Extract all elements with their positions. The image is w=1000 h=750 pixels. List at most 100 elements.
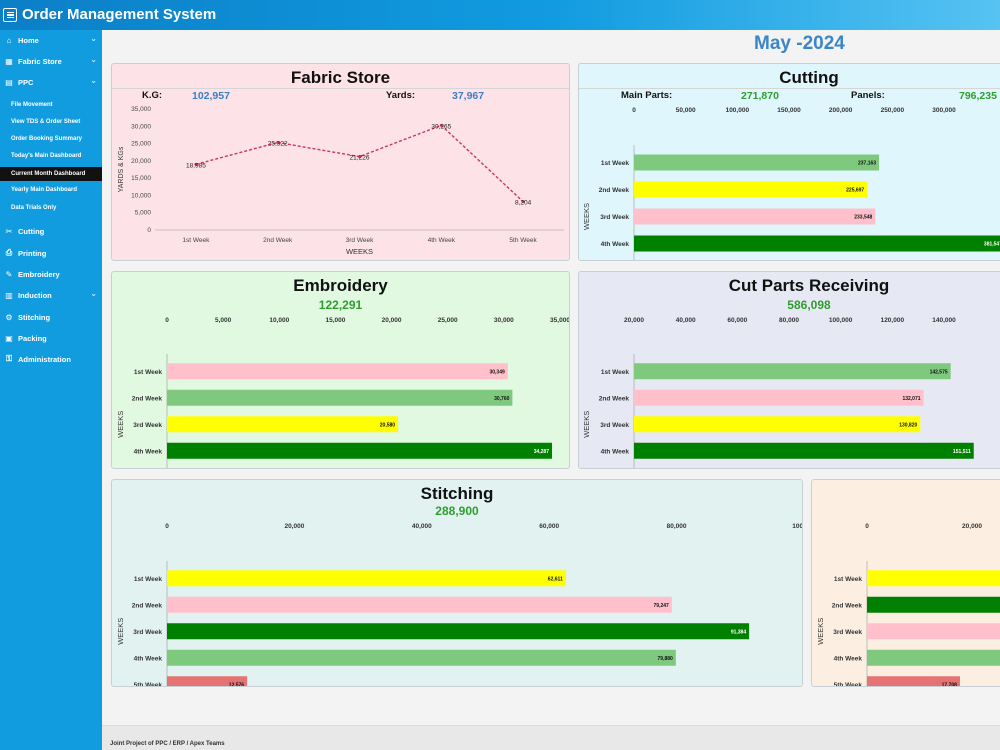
sidebar-item-induction[interactable]: ▥ Induction ⌄ <box>0 286 102 304</box>
main-content: May -2024 Fabric Store K.G: 102,957 Yard… <box>102 30 1000 750</box>
sidebar-item-label: Printing <box>18 248 47 258</box>
bar <box>867 649 1000 666</box>
y-tick-label: 1st Week <box>134 576 162 583</box>
sidebar-item-stitching[interactable]: ⚙ Stitching <box>0 308 102 326</box>
sidebar-item-administration[interactable]: ⚿ Administration <box>0 350 102 368</box>
x-tick-label: 10,000 <box>269 317 289 324</box>
chevron-down-icon: ⌄ <box>90 34 97 43</box>
divider <box>112 88 569 89</box>
sidebar-item-fabric-store[interactable]: ▦ Fabric Store ⌄ <box>0 52 102 70</box>
y-tick-label: 1st Week <box>601 160 629 167</box>
data-label: 91,384 <box>731 629 747 635</box>
bar <box>867 570 1000 587</box>
x-tick-label: 30,000 <box>494 317 514 324</box>
y-tick-label: 3rd Week <box>133 629 162 636</box>
sidebar-item-printing[interactable]: ⎙ Printing <box>0 244 102 262</box>
sidebar-subitem-yearly-main-dashboard[interactable]: Yearly Main Dashboard <box>11 187 78 193</box>
sidebar-item-embroidery[interactable]: ✎ Embroidery <box>0 265 102 283</box>
sidebar-subitem-file-movement[interactable]: File Movement <box>11 102 53 108</box>
sidebar-subitem-order-booking-summary[interactable]: Order Booking Summary <box>11 136 83 142</box>
x-tick-label: 100,000 <box>792 523 803 530</box>
panel-title: Embroidery <box>293 276 388 295</box>
y-tick-label: 20,000 <box>131 158 151 165</box>
sidebar-item-cutting[interactable]: ✂ Cutting <box>0 222 102 240</box>
bar <box>167 389 513 406</box>
sidebar-item-ppc[interactable]: ▤ PPC ⌄ <box>0 73 102 91</box>
y-tick-label: 2nd Week <box>832 602 863 609</box>
sidebar-subitem-data-trials-only[interactable]: Data Trials Only <box>11 205 57 211</box>
sidebar-item-label: Fabric Store <box>18 56 62 66</box>
x-tick-label: 100,000 <box>726 107 750 114</box>
y-tick-label: 4th Week <box>134 448 163 455</box>
sidebar-subitem-current-month-dashboard[interactable]: Current Month Dashboard <box>0 167 102 181</box>
data-label: 25,322 <box>268 140 288 147</box>
x-tick-label: 250,000 <box>881 107 905 114</box>
bar <box>167 442 552 459</box>
sidebar-subitem-todays-main-dashboard[interactable]: Today's Main Dashboard <box>11 153 82 159</box>
bar <box>634 154 880 171</box>
fabric-store-icon: ▦ <box>5 56 13 66</box>
x-tick-label: 20,000 <box>624 317 644 324</box>
y-tick-label: 35,000 <box>131 106 151 113</box>
sidebar: ⌂ Home ⌄ ▦ Fabric Store ⌄ ▤ PPC ⌄ File M… <box>0 30 102 750</box>
y-tick-label: 10,000 <box>131 192 151 199</box>
series-line <box>195 124 524 203</box>
stitching-total: 288,900 <box>435 504 479 518</box>
y-tick-label: 5th Week <box>834 682 863 687</box>
x-tick-label: 0 <box>165 523 169 530</box>
y-tick-label: 15,000 <box>131 175 151 182</box>
y-tick-label: 0 <box>147 227 151 234</box>
embroidery-bar-chart: 0 5,000 10,000 15,000 20,000 25,000 30,000 35,0… <box>116 317 570 468</box>
chevron-down-icon: ⌄ <box>90 289 97 298</box>
data-label: 12,576 <box>229 682 245 687</box>
y-axis-title: WEEKS <box>116 618 125 645</box>
panel-title: Cutting <box>779 68 839 87</box>
bar <box>634 235 1000 252</box>
data-label: 8,204 <box>515 200 532 207</box>
bar <box>867 596 1000 613</box>
menu-icon[interactable] <box>3 8 17 22</box>
data-point <box>358 155 361 159</box>
bar <box>634 363 951 380</box>
sidebar-item-packing[interactable]: ▣ Packing <box>0 329 102 347</box>
panel-title: Fabric Store <box>290 68 391 87</box>
x-tick-label: 120,000 <box>881 317 905 324</box>
chevron-down-icon: ⌄ <box>90 76 97 85</box>
sidebar-item-label: Cutting <box>18 226 45 236</box>
x-tick-label: 80,000 <box>779 317 799 324</box>
y-tick-label: 2nd Week <box>599 395 630 402</box>
y-tick-label: 4th Week <box>834 655 863 662</box>
x-tick-label: 20,000 <box>382 317 402 324</box>
x-tick-label: 5th Week <box>509 237 537 244</box>
embroidery-panel: Embroidery 122,291 0 5,000 10,000 15,000 20,… <box>111 271 570 469</box>
y-axis-title: WEEKS <box>116 411 125 438</box>
sidebar-item-label: Packing <box>18 333 47 343</box>
sidebar-item-label: Embroidery <box>18 269 60 279</box>
bar <box>167 416 399 433</box>
y-tick-label: 5,000 <box>135 210 152 217</box>
bar <box>167 570 566 587</box>
x-tick-label: 5,000 <box>215 317 232 324</box>
x-tick-label: 20,000 <box>284 523 304 530</box>
data-point <box>276 140 280 144</box>
data-label: 237,163 <box>858 161 876 167</box>
sidebar-item-home[interactable]: ⌂ Home ⌄ <box>0 31 102 49</box>
induction-icon: ▥ <box>5 290 13 300</box>
x-tick-label: 60,000 <box>539 523 559 530</box>
top-bar: Order Management System <box>0 0 1000 30</box>
data-label: 62,611 <box>548 576 563 582</box>
data-label: 17,708 <box>942 682 958 687</box>
cutting-bar-chart: 0 50,000 100,000 150,000 200,000 250,000 300,0… <box>582 107 1000 260</box>
stitching-bar-chart: 0 20,000 40,000 60,000 80,000 100,000 WEEKS 1st… <box>116 523 803 687</box>
sidebar-subitem-view-tds[interactable]: View TDS & Order Sheet <box>11 119 81 125</box>
x-tick-label: 35,000 <box>550 317 570 324</box>
bar <box>167 363 508 380</box>
kg-value: 102,957 <box>192 90 230 102</box>
y-tick-label: 2nd Week <box>132 602 163 609</box>
stitching-panel: Stitching 288,900 0 20,000 40,000 60,000 80,… <box>111 479 803 687</box>
cut-parts-total: 586,098 <box>787 298 831 312</box>
x-tick-label: 200,000 <box>829 107 853 114</box>
ppc-icon: ▤ <box>5 77 13 87</box>
data-label: 30,265 <box>431 123 451 130</box>
bar <box>867 623 1000 640</box>
